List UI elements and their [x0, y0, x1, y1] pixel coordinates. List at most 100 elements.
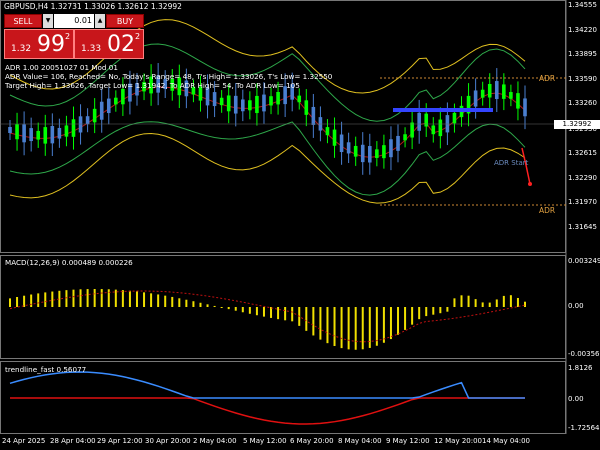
candle-body	[304, 100, 309, 115]
macd-bar	[227, 307, 230, 310]
macd-bar	[255, 307, 258, 316]
macd-bar	[16, 296, 19, 307]
candle-body	[29, 128, 33, 142]
macd-bar	[361, 307, 364, 350]
macd-bar	[241, 307, 244, 313]
buy-quote[interactable]: 1.33 02 2	[74, 29, 144, 59]
lot-size-input[interactable]: 0.01	[54, 14, 94, 28]
buy-button[interactable]: BUY	[106, 14, 144, 28]
time-tick-9: 12 May 20:00	[434, 437, 483, 445]
macd-bar	[270, 307, 273, 318]
candle-body	[389, 139, 393, 158]
candle-body	[480, 89, 485, 98]
time-tick-8: 9 May 12:00	[386, 437, 430, 445]
projection-dot	[528, 182, 532, 186]
time-tick-4: 2 May 04:00	[193, 437, 237, 445]
candle-body	[99, 101, 104, 120]
sell-quote-sup: 2	[65, 32, 71, 41]
lot-up-button[interactable]: ▲	[95, 14, 105, 28]
current-price-marker: 1.32992	[554, 120, 600, 129]
macd-bar	[72, 289, 75, 307]
sell-button[interactable]: SELL	[4, 14, 42, 28]
macd-bar	[213, 305, 216, 307]
macd-bar	[319, 307, 322, 340]
price-tick-1: 1.34220	[568, 26, 597, 34]
macd-bar	[192, 301, 195, 307]
candle-body	[205, 87, 210, 106]
candle-body	[262, 94, 266, 112]
candle-body	[170, 78, 175, 91]
macd-tick-zero: 0.00	[568, 302, 584, 310]
time-tick-3: 30 Apr 20:00	[145, 437, 191, 445]
price-tick-4: 1.33260	[568, 99, 597, 107]
candle-body	[339, 134, 344, 153]
macd-bar	[121, 290, 124, 307]
candle-body	[149, 76, 153, 94]
candle-body	[233, 95, 238, 114]
candle-body	[353, 145, 358, 157]
macd-panel-frame	[0, 255, 566, 359]
candle-body	[360, 144, 365, 163]
macd-bar	[524, 301, 526, 307]
macd-bar	[340, 307, 343, 349]
candle-body	[219, 97, 224, 106]
candle-body	[163, 79, 168, 90]
band-lower-outer	[9, 132, 526, 204]
adr-info-line-1: ADR 1.00 20051027 01 Mod 01	[5, 63, 118, 72]
macd-bar	[382, 307, 385, 343]
price-tick-9: 1.31645	[568, 223, 597, 231]
macd-bar	[326, 307, 329, 344]
macd-bar	[312, 307, 315, 336]
macd-bar	[220, 307, 223, 308]
sell-quote[interactable]: 1.32 99 2	[4, 29, 74, 59]
candle-body	[121, 88, 125, 105]
macd-bar	[488, 302, 491, 307]
macd-bar	[439, 307, 442, 314]
macd-tick-max: 0.003249	[568, 257, 600, 265]
band-upper-outer	[9, 19, 526, 94]
candle-body	[502, 84, 506, 99]
candle-body	[523, 98, 527, 117]
candle-body	[36, 130, 41, 140]
trendline-tick-zero: 0.00	[568, 395, 584, 403]
macd-bar	[199, 302, 202, 307]
macd-bar	[93, 289, 96, 307]
time-tick-10: 14 May 04:00	[482, 437, 531, 445]
candle-body	[473, 90, 478, 107]
lot-down-button[interactable]: ▼	[43, 14, 53, 28]
adr-low-label: ADR	[539, 206, 556, 215]
candle-body	[311, 106, 316, 125]
candle-body	[50, 126, 55, 144]
candle-body	[375, 149, 379, 158]
macd-bar	[37, 293, 40, 307]
macd-bar	[432, 307, 435, 315]
macd-bar	[65, 290, 68, 307]
macd-bar	[502, 295, 505, 307]
candle-body	[276, 91, 280, 105]
candle-body	[78, 116, 83, 133]
candle-body	[241, 99, 245, 112]
macd-bar	[453, 298, 456, 307]
candle-body	[516, 93, 520, 109]
candle-body	[403, 134, 407, 141]
macd-bar	[516, 297, 519, 307]
macd-bar	[150, 293, 153, 307]
band-lower-green	[9, 121, 526, 196]
candle-body	[438, 119, 443, 137]
price-tick-7: 1.32290	[568, 174, 597, 182]
candle-body	[417, 112, 421, 131]
candle-body	[297, 95, 302, 103]
candle-body	[191, 87, 196, 95]
candle-body	[85, 116, 90, 125]
candle-body	[367, 146, 372, 163]
candle-body	[325, 127, 330, 136]
candle-body	[64, 125, 69, 137]
macd-bar	[248, 307, 251, 314]
macd-bar	[44, 292, 47, 307]
trendline-negative	[10, 397, 525, 425]
macd-bar	[262, 307, 265, 317]
macd-bar	[143, 292, 146, 307]
macd-bar	[100, 289, 103, 307]
candle-body	[142, 82, 146, 92]
